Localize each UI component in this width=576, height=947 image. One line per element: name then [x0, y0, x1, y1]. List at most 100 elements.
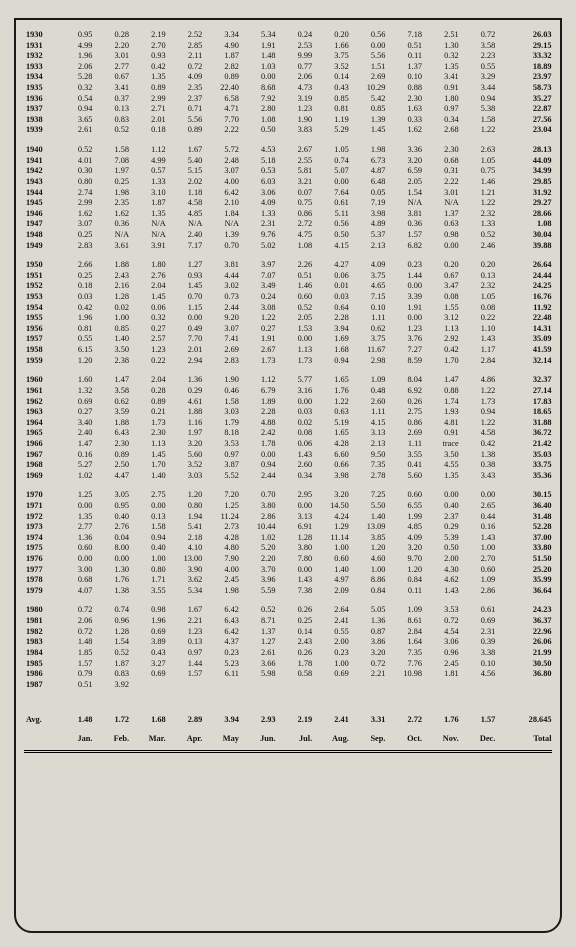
value-cell: 2.99 [56, 198, 93, 209]
value-cell: 1.76 [423, 699, 460, 732]
value-cell: 0.25 [276, 616, 313, 627]
value-cell: 0.94 [459, 94, 496, 105]
value-cell: 0.68 [56, 575, 93, 586]
value-cell: 3.41 [93, 83, 130, 94]
value-cell: 0.20 [313, 30, 350, 41]
value-cell [386, 680, 423, 691]
value-cell: 5.77 [276, 375, 313, 386]
value-cell: 4.24 [313, 512, 350, 523]
value-cell [313, 680, 350, 691]
value-cell: 2.83 [203, 356, 240, 367]
value-cell: 2.73 [203, 522, 240, 533]
value-cell: Sep. [349, 732, 386, 750]
value-cell: 0.50 [239, 125, 276, 136]
value-cell: 7.92 [239, 94, 276, 105]
value-cell: 5.41 [166, 522, 203, 533]
value-cell: 0.72 [459, 30, 496, 41]
value-cell: 0.52 [239, 605, 276, 616]
value-cell: 0.00 [239, 72, 276, 83]
value-cell: 4.47 [93, 471, 130, 482]
value-cell: Jul. [276, 732, 313, 750]
year-cell: 1948 [24, 230, 56, 241]
value-cell: 2.31 [459, 627, 496, 638]
year-cell: 1930 [24, 30, 56, 41]
value-cell [349, 680, 386, 691]
value-cell: 2.16 [93, 281, 130, 292]
value-cell: 5.34 [239, 30, 276, 41]
value-cell: 1.00 [313, 543, 350, 554]
value-cell: 1.36 [349, 616, 386, 627]
value-cell: 2.70 [459, 554, 496, 565]
value-cell: 9.20 [203, 313, 240, 324]
value-cell [496, 334, 509, 345]
value-cell: 4.09 [349, 260, 386, 271]
value-cell: 11.67 [349, 345, 386, 356]
value-cell [496, 565, 509, 576]
year-cell: 1969 [24, 471, 56, 482]
value-cell: 3.01 [423, 188, 460, 199]
value-cell: 1.88 [166, 407, 203, 418]
total-cell: 26.06 [509, 637, 552, 648]
value-cell: 4.00 [203, 177, 240, 188]
value-cell: 3.21 [276, 177, 313, 188]
value-cell: 0.89 [130, 83, 167, 94]
total-cell: 18.65 [509, 407, 552, 418]
value-cell: 1.76 [93, 575, 130, 586]
total-cell: 30.15 [509, 490, 552, 501]
value-cell: 6.79 [239, 386, 276, 397]
value-cell: 1.78 [239, 439, 276, 450]
value-cell [496, 241, 509, 252]
value-cell: 4.15 [313, 241, 350, 252]
value-cell [496, 356, 509, 367]
value-cell: 0.48 [349, 386, 386, 397]
value-cell: 5.18 [239, 156, 276, 167]
value-cell: 8.18 [203, 428, 240, 439]
value-cell [496, 188, 509, 199]
total-cell: 39.88 [509, 241, 552, 252]
value-cell [496, 303, 509, 314]
value-cell: 1.00 [459, 543, 496, 554]
value-cell: 0.00 [423, 490, 460, 501]
value-cell: 0.00 [93, 554, 130, 565]
value-cell: 0.93 [166, 271, 203, 282]
value-cell: 2.74 [56, 188, 93, 199]
value-cell: 4.85 [166, 209, 203, 220]
value-cell: 0.20 [423, 260, 460, 271]
value-cell: 1.20 [386, 565, 423, 576]
value-cell: 1.47 [423, 375, 460, 386]
year-cell [24, 732, 56, 750]
value-cell [496, 522, 509, 533]
value-cell: 7.35 [386, 648, 423, 659]
year-cell: 1945 [24, 198, 56, 209]
value-cell: 1.33 [459, 219, 496, 230]
value-cell: 3.80 [276, 543, 313, 554]
value-cell: 2.67 [239, 345, 276, 356]
value-cell: 1.94 [166, 512, 203, 523]
value-cell: 4.09 [386, 533, 423, 544]
value-cell: 5.39 [423, 533, 460, 544]
value-cell: 0.70 [166, 292, 203, 303]
total-cell: 27.56 [509, 115, 552, 126]
value-cell: 1.73 [459, 397, 496, 408]
total-cell: 36.40 [509, 501, 552, 512]
value-cell: 1.09 [459, 575, 496, 586]
value-cell: N/A [423, 198, 460, 209]
value-cell: 0.52 [93, 648, 130, 659]
value-cell: 1.33 [239, 209, 276, 220]
value-cell: 0.68 [423, 156, 460, 167]
value-cell: 1.68 [130, 699, 167, 732]
total-cell: 28.645 [509, 699, 552, 732]
value-cell [496, 616, 509, 627]
value-cell: 0.20 [459, 260, 496, 271]
value-cell: 4.75 [276, 230, 313, 241]
total-cell: 33.32 [509, 51, 552, 62]
value-cell: 0.16 [459, 522, 496, 533]
value-cell: 2.35 [166, 83, 203, 94]
value-cell: 0.04 [93, 533, 130, 544]
value-cell: 1.02 [239, 533, 276, 544]
value-cell: 1.81 [423, 669, 460, 680]
total-cell: 36.80 [509, 669, 552, 680]
value-cell: 0.00 [239, 450, 276, 461]
value-cell: 3.07 [56, 219, 93, 230]
year-cell: 1949 [24, 241, 56, 252]
